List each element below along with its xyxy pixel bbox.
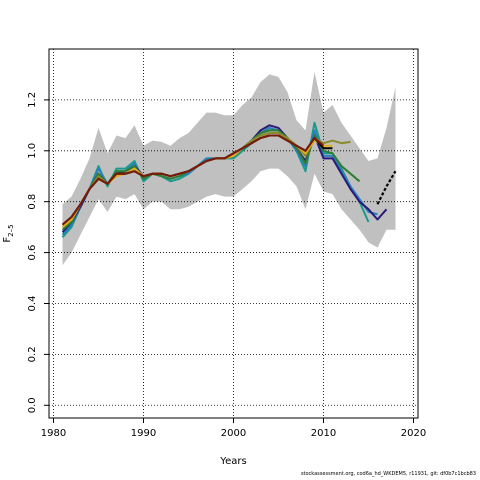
footer-note: stockassessment.org, cod6a_hd_WKDEM5, r1… — [300, 471, 476, 477]
y-tick-label: 0.8 — [27, 194, 38, 210]
x-tick-label: 1990 — [131, 428, 156, 439]
x-axis-title: Years — [219, 456, 246, 467]
uncertainty-band-layer — [62, 71, 396, 266]
y-tick-label: 0.0 — [27, 397, 38, 413]
x-tick-label: 2020 — [401, 428, 426, 439]
confidence-band — [62, 71, 396, 266]
y-axis-title-subscript: 2–5 — [7, 224, 15, 236]
series-layer — [61, 121, 397, 238]
x-tick-label: 2000 — [221, 428, 246, 439]
y-tick-label: 1.2 — [27, 92, 38, 108]
y-tick-label: 0.4 — [27, 296, 38, 312]
y-axis-title: F2–5 — [2, 224, 15, 242]
y-tick-label: 0.6 — [27, 245, 38, 261]
series-line-8 — [61, 134, 325, 226]
series-line-9 — [376, 170, 397, 205]
x-tick-label: 2010 — [311, 428, 336, 439]
x-tick-label: 1980 — [41, 428, 66, 439]
y-tick-label: 0.2 — [27, 346, 38, 362]
axis-layer: 1980 1990 2000 2010 2020 0.0 0.2 0.4 0.6 0.8 1.0 1.… — [27, 92, 426, 439]
y-axis-title-main: F — [2, 237, 13, 243]
y-tick-label: 1.0 — [27, 143, 38, 159]
